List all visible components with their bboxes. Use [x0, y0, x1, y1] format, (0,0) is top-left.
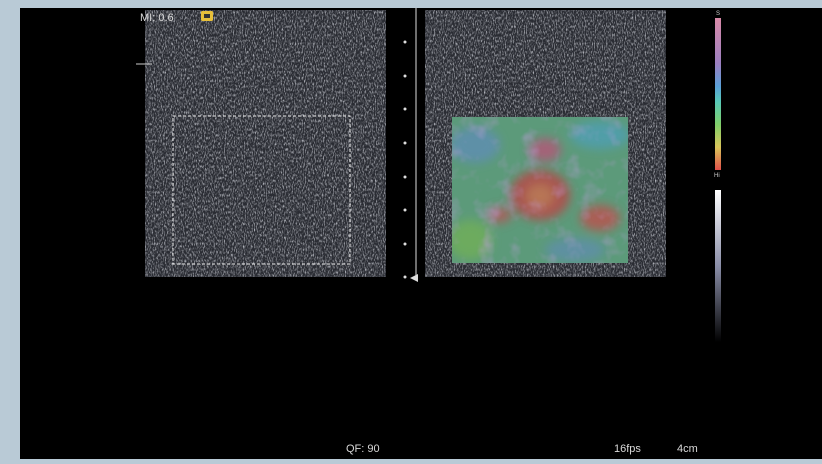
depth-dot [403, 74, 407, 78]
mi-icon-inner [204, 14, 210, 18]
depth-dot [403, 40, 407, 44]
fps-label: 16fps [614, 443, 641, 455]
roi-box [172, 115, 351, 265]
depth-dots [403, 40, 407, 279]
overlay-mottle [452, 117, 628, 263]
depth-dot [403, 141, 407, 145]
depth-arrow [410, 274, 418, 282]
screen-background [20, 8, 822, 459]
depth-label: 4cm [677, 443, 698, 455]
depth-dot [403, 175, 407, 179]
depth-dot [403, 107, 407, 111]
b-mode-speckle [145, 10, 386, 277]
elasto-color-bar [715, 18, 721, 170]
qf-label: QF: 90 [346, 443, 380, 455]
elasto-overlay [452, 117, 628, 263]
gray-scale-bar [715, 190, 721, 342]
depth-dot [403, 242, 407, 246]
mi-label: MI: 0.6 [140, 12, 174, 24]
scale-bottom-label: Hi [714, 173, 720, 179]
scale-top-label: S [716, 11, 720, 17]
depth-dot [403, 275, 407, 279]
depth-dot [403, 208, 407, 212]
